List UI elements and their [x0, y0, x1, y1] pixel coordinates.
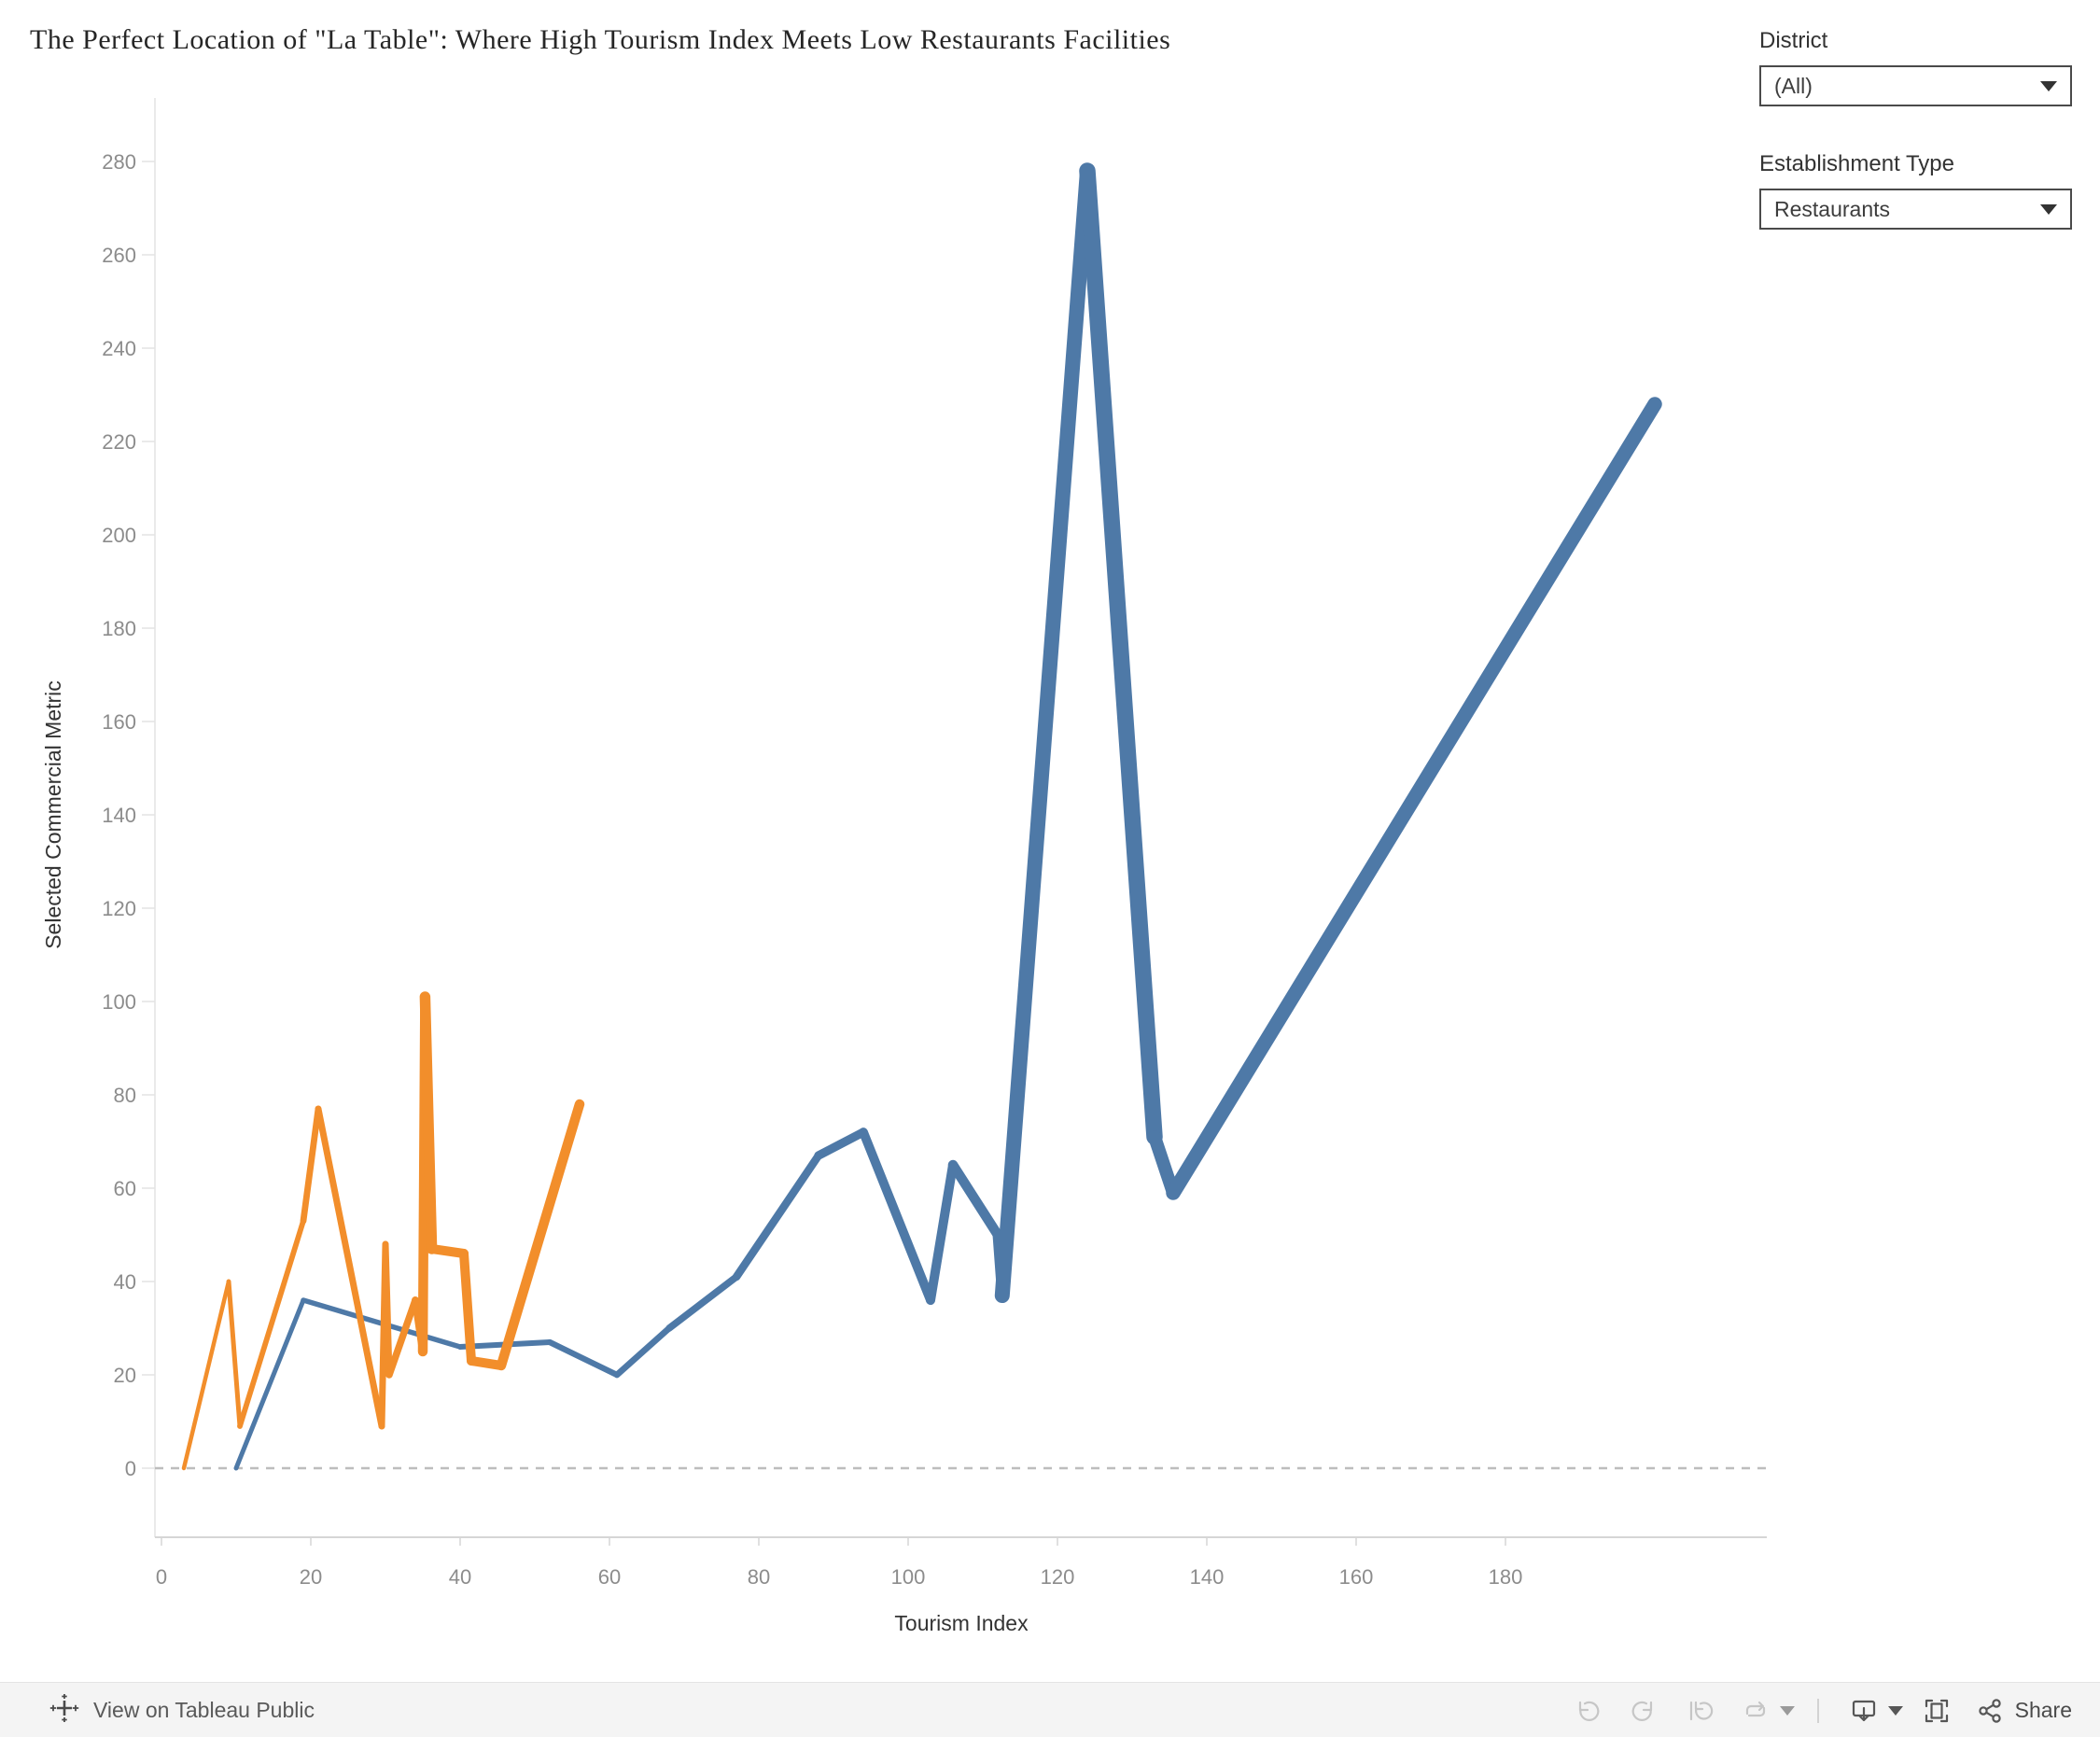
chevron-down-icon [2040, 203, 2057, 215]
share-button[interactable]: Share [1974, 1695, 2072, 1727]
x-tick-label: 0 [156, 1565, 167, 1589]
fullscreen-button[interactable] [1919, 1693, 1954, 1729]
y-tick-label: 60 [114, 1177, 136, 1200]
y-tick-label: 0 [125, 1457, 136, 1480]
undo-button[interactable] [1570, 1693, 1605, 1729]
blue-line[interactable] [233, 162, 1662, 1471]
y-tick-label: 260 [102, 244, 136, 267]
x-tick-label: 80 [748, 1565, 770, 1589]
x-tick-label: 180 [1489, 1565, 1523, 1589]
x-axis-title: Tourism Index [894, 1611, 1029, 1635]
x-tick-label: 60 [598, 1565, 621, 1589]
x-tick-label: 120 [1041, 1565, 1075, 1589]
y-tick-label: 220 [102, 430, 136, 454]
download-button[interactable] [1846, 1693, 1882, 1729]
y-tick-label: 80 [114, 1084, 136, 1107]
chevron-down-icon [2040, 80, 2057, 91]
y-tick-label: 40 [114, 1270, 136, 1294]
refresh-button[interactable] [1738, 1693, 1773, 1729]
view-on-tableau-public-label: View on Tableau Public [93, 1698, 315, 1722]
y-tick-label: 160 [102, 710, 136, 734]
establishment-type-filter-label: Establishment Type [1759, 151, 1955, 176]
y-tick-label: 20 [114, 1364, 136, 1387]
x-tick-label: 140 [1190, 1565, 1225, 1589]
filters-panel: District (All) Establishment Type Restau… [1759, 28, 2072, 230]
view-on-tableau-public-link[interactable]: View on Tableau Public [49, 1692, 315, 1729]
share-button-label: Share [2014, 1698, 2072, 1722]
redo-button[interactable] [1626, 1693, 1661, 1729]
district-filter-value: (All) [1774, 73, 1813, 98]
district-filter-dropdown[interactable]: (All) [1759, 65, 2072, 106]
x-tick-label: 20 [300, 1565, 322, 1589]
toolbar-separator [1816, 1698, 1819, 1723]
establishment-type-filter-value: Restaurants [1774, 196, 1891, 221]
y-tick-label: 200 [102, 524, 136, 547]
y-tick-label: 100 [102, 990, 136, 1014]
establishment-type-filter: Establishment Type Restaurants [1759, 151, 2072, 230]
y-tick-label: 180 [102, 617, 136, 640]
tableau-logo-icon [49, 1692, 80, 1729]
refresh-menu-caret-icon[interactable] [1779, 1705, 1795, 1716]
orange-line[interactable] [181, 991, 585, 1471]
x-tick-label: 160 [1339, 1565, 1374, 1589]
page-title: The Perfect Location of "La Table": Wher… [30, 24, 1171, 55]
x-tick-label: 100 [891, 1565, 926, 1589]
district-filter: District (All) [1759, 28, 2072, 106]
y-tick-label: 140 [102, 804, 136, 827]
tableau-toolbar: View on Tableau Public [0, 1682, 2100, 1737]
district-filter-label: District [1759, 28, 1828, 53]
y-axis-title: Selected Commercial Metric [41, 680, 65, 949]
y-tick-label: 120 [102, 897, 136, 920]
revert-button[interactable] [1682, 1693, 1717, 1729]
y-tick-label: 240 [102, 337, 136, 360]
download-menu-caret-icon[interactable] [1887, 1705, 1903, 1716]
y-tick-label: 280 [102, 150, 136, 174]
toolbar-actions: Share [1560, 1693, 2072, 1729]
x-tick-label: 40 [449, 1565, 471, 1589]
establishment-type-filter-dropdown[interactable]: Restaurants [1759, 189, 2072, 230]
